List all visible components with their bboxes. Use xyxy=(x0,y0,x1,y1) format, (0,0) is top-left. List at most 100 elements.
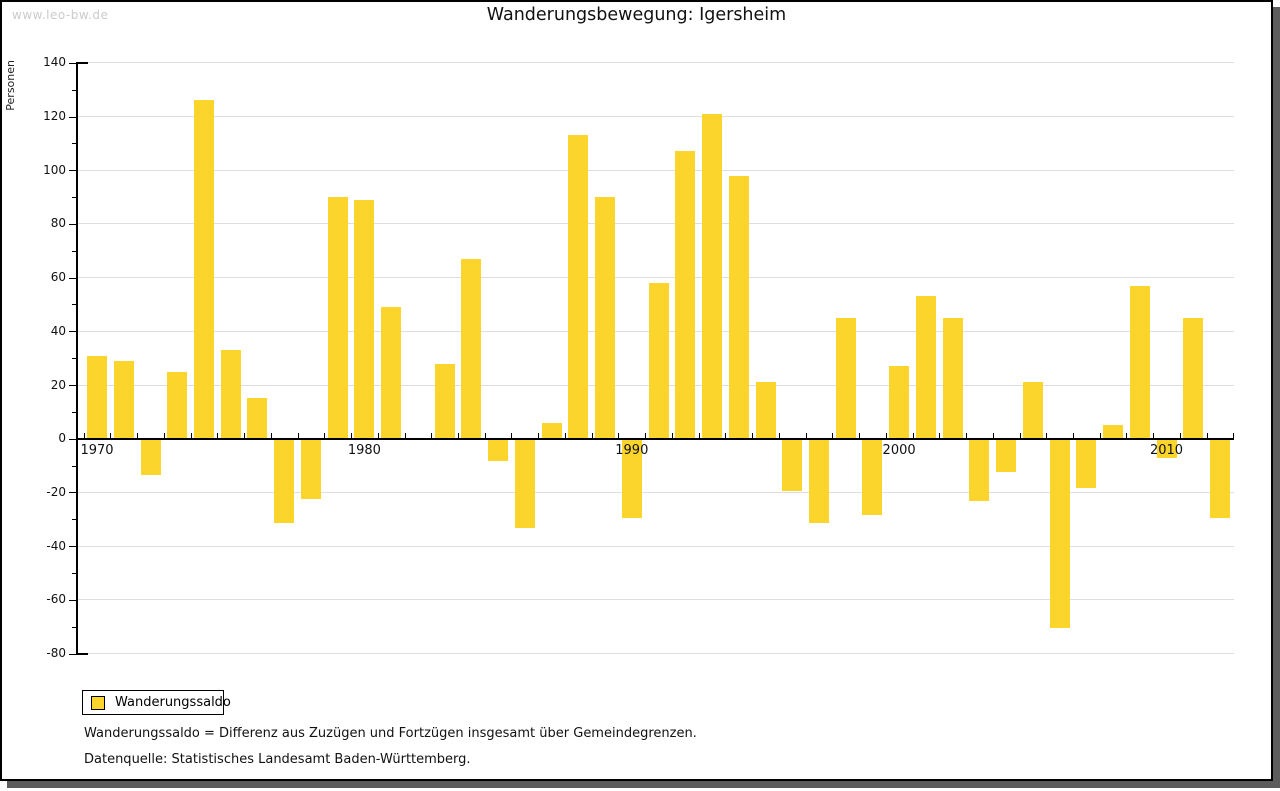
gridline xyxy=(76,277,1234,279)
footnote-definition: Wanderungssaldo = Differenz aus Zuzügen … xyxy=(84,726,697,741)
wanderungssaldo-bar xyxy=(247,398,268,439)
y-axis-tick-label: -80 xyxy=(46,646,66,660)
wanderungssaldo-bar xyxy=(1022,382,1043,439)
y-axis-tick-label: 80 xyxy=(50,216,66,231)
y-axis-major-tick xyxy=(69,546,76,548)
y-axis-tick-label: 100 xyxy=(43,162,66,177)
wanderungssaldo-bar xyxy=(568,135,589,439)
x-axis-tick xyxy=(832,432,834,439)
x-axis-tick xyxy=(1126,432,1128,439)
x-axis-tick xyxy=(752,432,754,439)
gridline xyxy=(76,545,1234,547)
x-axis-tick xyxy=(538,432,540,439)
x-axis-tick xyxy=(1072,432,1074,439)
y-axis-minor-tick xyxy=(72,573,76,574)
x-axis-tick xyxy=(431,432,433,439)
y-axis-tick-label: 140 xyxy=(43,55,66,70)
x-axis-tick xyxy=(966,432,967,439)
y-axis-major-tick xyxy=(69,331,76,333)
y-axis-minor-tick xyxy=(72,143,76,145)
chart-title: Wanderungsbewegung: Igersheim xyxy=(486,5,787,25)
wanderungssaldo-bar xyxy=(1183,317,1204,439)
y-axis-major-tick xyxy=(69,438,76,440)
x-axis-tick xyxy=(324,432,326,439)
x-axis-tick xyxy=(270,432,272,439)
x-axis-tick xyxy=(1206,432,1208,439)
x-axis-tick xyxy=(190,432,192,439)
y-axis-major-tick xyxy=(69,277,76,279)
y-axis-major-tick xyxy=(69,599,76,601)
wanderungssaldo-bar xyxy=(381,307,402,439)
x-axis-tick xyxy=(244,432,246,439)
migration-bar-chart: -80 -60 -40 -20 0 20 40 60 80 100 120 140 1970 1980 19… xyxy=(2,2,1271,779)
y-axis-major-tick xyxy=(69,492,76,494)
wanderungssaldo-bar xyxy=(87,355,107,439)
gridline xyxy=(76,223,1234,225)
y-axis-tick-label: -60 xyxy=(46,592,66,607)
wanderungssaldo-bar xyxy=(808,439,829,523)
x-axis-tick xyxy=(83,432,85,439)
wanderungssaldo-bar xyxy=(942,317,963,439)
wanderungssaldo-bar xyxy=(274,439,295,523)
wanderungssaldo-bar xyxy=(595,197,615,439)
wanderungssaldo-bar xyxy=(541,422,562,439)
wanderungssaldo-bar xyxy=(996,439,1017,472)
wanderungssaldo-bar xyxy=(755,382,776,439)
wanderungssaldo-bar xyxy=(782,439,803,491)
wanderungssaldo-bar xyxy=(194,100,214,439)
x-axis-tick xyxy=(885,432,887,439)
y-axis-major-tick xyxy=(69,385,76,386)
legend-color-swatch xyxy=(91,695,105,710)
x-axis-tick xyxy=(591,432,593,439)
wanderungssaldo-bar xyxy=(648,283,669,439)
x-axis-tick xyxy=(1233,432,1235,439)
wanderungssaldo-bar xyxy=(1210,439,1230,518)
x-axis-tick xyxy=(1019,432,1021,439)
y-axis-tick-label: 60 xyxy=(50,270,66,285)
x-axis-tick xyxy=(377,432,379,439)
x-axis-tick xyxy=(1153,432,1155,439)
wanderungssaldo-bar xyxy=(621,439,642,518)
wanderungssaldo-bar xyxy=(835,317,856,439)
x-axis-tick xyxy=(217,432,219,439)
wanderungssaldo-bar xyxy=(1049,439,1070,628)
y-axis-minor-tick xyxy=(72,197,76,198)
gridline xyxy=(76,491,1234,493)
x-axis-tick xyxy=(618,432,620,439)
wanderungssaldo-bar xyxy=(167,371,188,439)
x-axis-tick xyxy=(137,432,139,439)
y-axis-minor-tick xyxy=(72,89,76,91)
wanderungssaldo-bar xyxy=(889,366,910,439)
y-axis-minor-tick xyxy=(72,626,76,628)
y-axis-major-tick xyxy=(69,170,76,172)
y-axis-major-tick xyxy=(69,653,76,655)
y-axis-line xyxy=(76,62,78,654)
gridline xyxy=(76,599,1234,601)
wanderungssaldo-bar xyxy=(140,439,161,475)
y-axis-major-tick xyxy=(69,116,76,118)
y-axis-minor-tick xyxy=(72,250,76,252)
x-axis-tick xyxy=(110,432,112,439)
x-axis-tick xyxy=(912,432,914,439)
wanderungssaldo-bar xyxy=(728,175,749,439)
gridline xyxy=(76,169,1234,171)
x-axis-year-label: 1990 xyxy=(615,442,649,458)
wanderungssaldo-bar xyxy=(675,151,696,439)
y-axis-minor-tick xyxy=(72,358,76,360)
x-axis-tick xyxy=(939,432,941,439)
x-axis-tick xyxy=(805,432,807,439)
x-axis-tick xyxy=(484,432,486,439)
wanderungssaldo-bar xyxy=(461,258,482,439)
legend: Wanderungssaldo xyxy=(82,690,231,715)
y-axis-minor-tick xyxy=(72,304,76,306)
x-axis-tick xyxy=(458,432,459,439)
x-axis-tick xyxy=(163,432,165,439)
x-axis-tick xyxy=(778,432,780,439)
x-axis-tick xyxy=(297,432,299,439)
y-axis-tick-label: 120 xyxy=(43,109,66,123)
gridline xyxy=(76,116,1234,117)
legend-label: Wanderungssaldo xyxy=(115,695,231,710)
x-axis-tick xyxy=(645,432,647,439)
wanderungssaldo-bar xyxy=(514,439,535,529)
